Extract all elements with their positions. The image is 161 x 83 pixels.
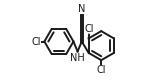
Text: Cl: Cl <box>96 65 106 75</box>
Text: N: N <box>78 4 85 14</box>
Text: NH: NH <box>70 53 85 63</box>
Text: Cl: Cl <box>32 37 41 46</box>
Text: Cl: Cl <box>84 24 94 34</box>
